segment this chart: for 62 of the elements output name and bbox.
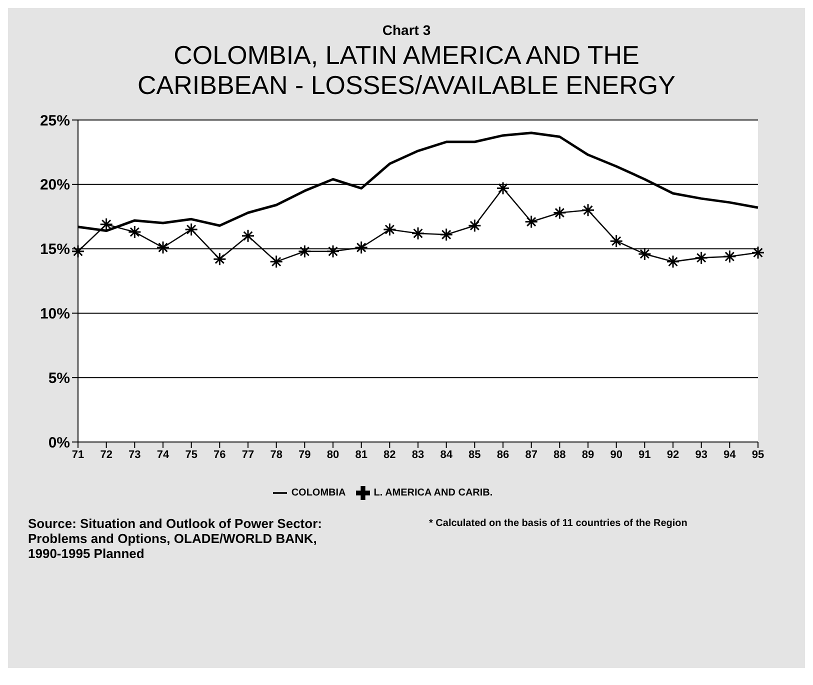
x-tick-label: 76 [214,448,226,461]
point [100,218,114,232]
x-tick-label: 83 [412,448,424,461]
x-tick-label: 71 [72,448,84,461]
text: * Calculated on the basis of 11 countries of the Region [429,517,688,531]
point [666,254,680,268]
point [212,252,226,266]
y-tick-label: 10% [40,306,70,323]
x-tick-label: 77 [242,448,254,461]
x-tick-label: 79 [298,448,311,461]
point [128,225,142,239]
y-tick-label: 15% [40,241,70,258]
point [610,234,624,248]
y-tick-label: 25% [40,112,70,130]
point [326,244,340,258]
chart-subtitle: Chart 3 [381,21,432,38]
x-tick-label: 94 [724,448,737,461]
point [354,240,368,254]
x-tick-label: 75 [185,448,198,461]
x-tick-label: 78 [270,448,282,461]
point [468,218,482,232]
point [184,222,198,236]
point [581,203,595,217]
y-tick-label: 20% [40,176,70,194]
x-tick-label: 91 [638,448,651,461]
x-tick-label: 72 [100,448,112,461]
x-tick-label: 87 [525,448,538,461]
x-tick-label: 95 [752,448,764,461]
y-tick-label: 5% [48,370,70,387]
chart-title: COLOMBIA, LATIN AMERICA AND THE CARIBBEAN - LOSSES/AVAILABLE ENERGY [136,40,676,100]
point [524,215,538,228]
point [722,250,736,264]
point [270,254,284,268]
x-tick-label: 86 [496,448,510,461]
x-tick-label: 82 [384,448,396,461]
point [496,182,510,196]
point [638,247,652,261]
x-tick-label: 84 [440,448,454,461]
x-tick-label: 90 [610,448,622,461]
point [156,240,170,254]
x-tick-label: 85 [468,448,481,461]
y-tick-label: 0% [48,434,70,452]
x-tick-label: 81 [355,448,368,461]
point [751,246,765,260]
legend-label: L. AMERICA AND CARIB. [374,488,493,499]
point [71,244,85,258]
legend-label: COLOMBIA [291,488,346,499]
source-note: Source: Situation and Outlook of Power Sector: Problems and Options, OLADE/WORLD BANK, 1990-1995 Planned [28,516,323,561]
x-tick-label: 89 [582,448,594,461]
point [382,222,396,236]
point [241,229,255,243]
x-tick-label: 88 [554,448,566,461]
point [411,226,425,240]
x-tick-label: 74 [156,448,170,461]
point [440,228,454,242]
point [552,206,566,220]
x-tick-label: 93 [695,448,708,461]
x-tick-label: 80 [326,448,340,461]
x-tick-label: 92 [666,448,680,461]
point [298,244,312,258]
point [694,251,708,265]
x-tick-label: 73 [128,448,141,461]
